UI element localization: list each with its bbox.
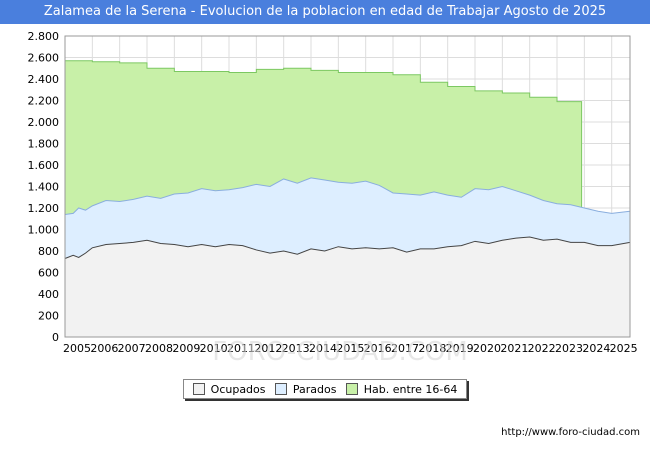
x-tick-label: 2023	[555, 342, 583, 355]
legend-item-ocupados: Ocupados	[192, 382, 266, 396]
area-ocupados	[65, 237, 630, 337]
series-areas	[64, 60, 631, 338]
x-tick-label: 2012	[254, 342, 282, 355]
y-tick-label: 600	[38, 267, 59, 280]
legend-label-ocupados: Ocupados	[210, 382, 266, 396]
y-tick-label: 400	[38, 288, 59, 301]
y-tick-label: 1.200	[28, 202, 60, 215]
x-tick-label: 2020	[473, 342, 501, 355]
x-tick-label: 2016	[364, 342, 392, 355]
y-tick-label: 0	[52, 331, 59, 344]
y-tick-label: 2.000	[28, 116, 60, 129]
y-tick-label: 800	[38, 245, 59, 258]
y-tick-label: 2.800	[28, 30, 60, 43]
y-tick-label: 2.400	[28, 73, 60, 86]
legend-swatch-ocupados	[192, 383, 205, 395]
chart-title: Zalamea de la Serena - Evolucion de la p…	[0, 0, 650, 24]
axes: 0 200 400 600 800 1.000 1.200 1.400 1.600 1.800 2.…	[28, 30, 638, 355]
x-tick-label: 2006	[90, 342, 118, 355]
y-tick-label: 2.600	[28, 52, 60, 65]
x-tick-label: 2010	[200, 342, 228, 355]
x-tick-label: 2011	[227, 342, 255, 355]
x-tick-label: 2022	[528, 342, 556, 355]
x-tick-label: 2009	[172, 342, 200, 355]
x-tick-label: 2007	[118, 342, 146, 355]
footer-url[interactable]: http://www.foro-ciudad.com	[501, 427, 640, 438]
legend-item-parados: Parados	[274, 382, 337, 396]
x-tick-label: 2013	[282, 342, 310, 355]
legend-swatch-hab	[345, 383, 358, 395]
x-tick-label: 2015	[336, 342, 364, 355]
legend-item-hab: Hab. entre 16-64	[345, 382, 458, 396]
legend-label-parados: Parados	[292, 382, 337, 396]
chart-legend: Ocupados Parados Hab. entre 16-64	[183, 379, 467, 399]
x-tick-label: 2018	[418, 342, 446, 355]
legend-label-hab: Hab. entre 16-64	[363, 382, 458, 396]
y-tick-label: 200	[38, 310, 59, 323]
y-tick-label: 1.400	[28, 181, 60, 194]
x-tick-label: 2017	[391, 342, 419, 355]
x-tick-label: 2025	[610, 342, 638, 355]
x-tick-label: 2021	[500, 342, 528, 355]
line-parados	[64, 177, 631, 215]
watermark-text: FORO-CIUDAD.COM	[212, 337, 468, 367]
y-tick-label: 1.600	[28, 159, 60, 172]
x-tick-label: 2019	[446, 342, 474, 355]
y-tick-label: 2.200	[28, 95, 60, 108]
x-tick-label: 2024	[582, 342, 610, 355]
legend-swatch-parados	[274, 383, 287, 395]
y-tick-label: 1.800	[28, 138, 60, 151]
y-tick-label: 1.000	[28, 224, 60, 237]
x-tick-label: 2008	[145, 342, 173, 355]
plot-border	[64, 35, 631, 338]
x-tick-label: 2014	[309, 342, 337, 355]
x-tick-label: 2005	[63, 342, 91, 355]
line-ocupados	[64, 236, 631, 259]
